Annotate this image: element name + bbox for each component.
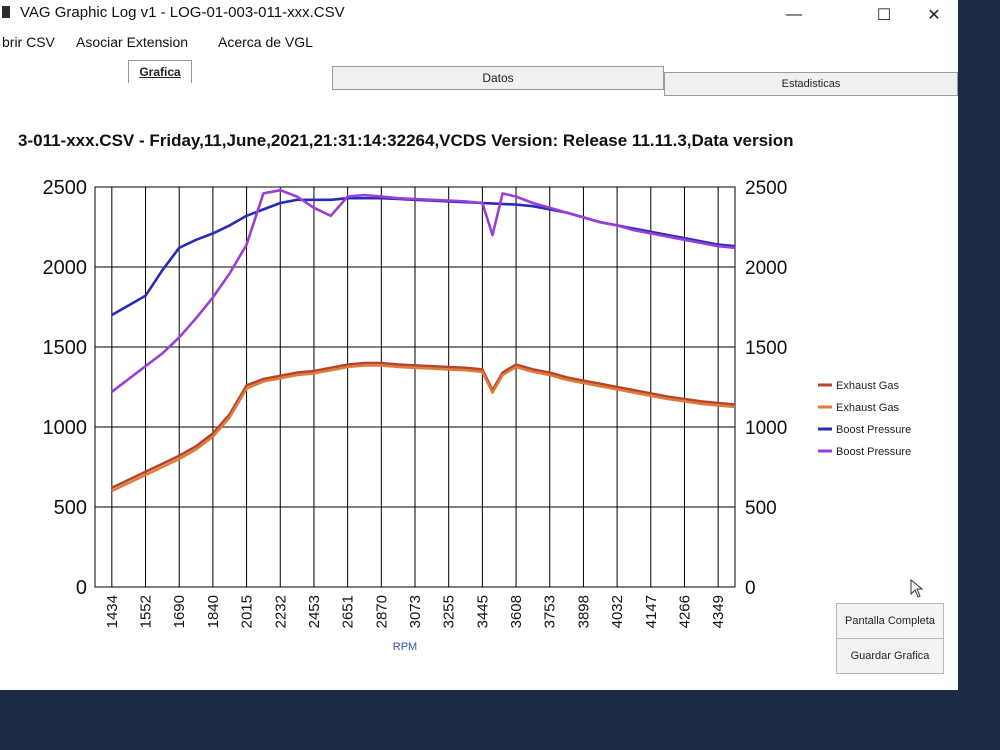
x-tick-label: 3445 [474,595,491,628]
y-right-tick-label: 0 [745,578,756,599]
line-chart: 1434 1552 1690 1840 2015 2232 2453 2651 2870 3073… [43,177,912,653]
tab-datos[interactable]: Datos [332,66,664,90]
legend-label: Boost Pressure [836,424,911,436]
chart-heading: 3-011-xxx.CSV - Friday,11,June,2021,21:3… [18,131,794,150]
x-tick-label: 3898 [575,595,592,628]
y-left-tick-label: 1500 [43,337,88,359]
y-left-tick-label: 2500 [43,177,88,199]
x-axis-label: RPM [393,641,417,653]
x-tick-label: 3255 [441,595,458,628]
menu-open-csv[interactable]: brir CSV [2,34,55,50]
mouse-cursor-icon [910,579,924,598]
x-tick-label: 1434 [104,595,121,628]
x-tick-label: 1552 [138,595,155,628]
legend-label: Boost Pressure [836,446,911,458]
x-tick-label: 4266 [676,595,693,628]
x-tick-label: 2015 [239,595,256,628]
y-left-tick-label: 0 [76,577,87,599]
y-right-tick-label: 500 [745,498,777,519]
menu-bar: brir CSV Asociar Extension Acerca de VGL [0,31,958,55]
x-tick-label: 1690 [171,595,188,628]
legend-label: Exhaust Gas [836,402,899,414]
x-tick-label: 3073 [407,595,424,628]
fullscreen-button[interactable]: Pantalla Completa [836,603,944,639]
save-chart-button[interactable]: Guardar Grafica [836,638,944,674]
x-tick-label: 2453 [306,595,323,628]
x-tick-label: 2651 [340,595,357,628]
title-bar[interactable]: VAG Graphic Log v1 - LOG-01-003-011-xxx.… [0,0,958,30]
y-left-tick-label: 500 [54,497,87,519]
window-title: VAG Graphic Log v1 - LOG-01-003-011-xxx.… [20,4,345,21]
y-right-tick-label: 1000 [745,418,787,439]
x-tick-label: 1840 [205,595,222,628]
y-right-tick-label: 2500 [745,178,787,199]
menu-about[interactable]: Acerca de VGL [218,34,313,50]
tab-strip: Grafica Datos Estadisticas [0,58,958,100]
x-tick-label: 4032 [609,595,626,628]
series-line [111,361,736,489]
close-button[interactable]: ✕ [927,7,941,24]
y-left-tick-label: 2000 [43,257,88,279]
y-right-tick-label: 1500 [745,338,787,359]
minimize-button[interactable]: — [786,6,802,23]
x-tick-label: 3608 [508,595,525,628]
application-window: VAG Graphic Log v1 - LOG-01-003-011-xxx.… [0,0,958,690]
y-right-tick-label: 2000 [745,258,787,279]
menu-associate-extension[interactable]: Asociar Extension [76,34,189,50]
app-icon [2,6,10,18]
legend-label: Exhaust Gas [836,380,899,392]
series-line [111,188,736,393]
series-line [111,364,736,493]
tab-grafica[interactable]: Grafica [128,60,192,83]
x-tick-label: 4147 [643,595,660,628]
x-tick-label: 4349 [710,595,727,628]
x-tick-label: 2870 [373,595,390,628]
maximize-button[interactable]: ☐ [876,7,892,24]
x-tick-label: 3753 [542,595,559,628]
tab-estadisticas[interactable]: Estadisticas [664,72,958,96]
y-left-tick-label: 1000 [43,417,88,439]
x-tick-label: 2232 [272,595,289,628]
